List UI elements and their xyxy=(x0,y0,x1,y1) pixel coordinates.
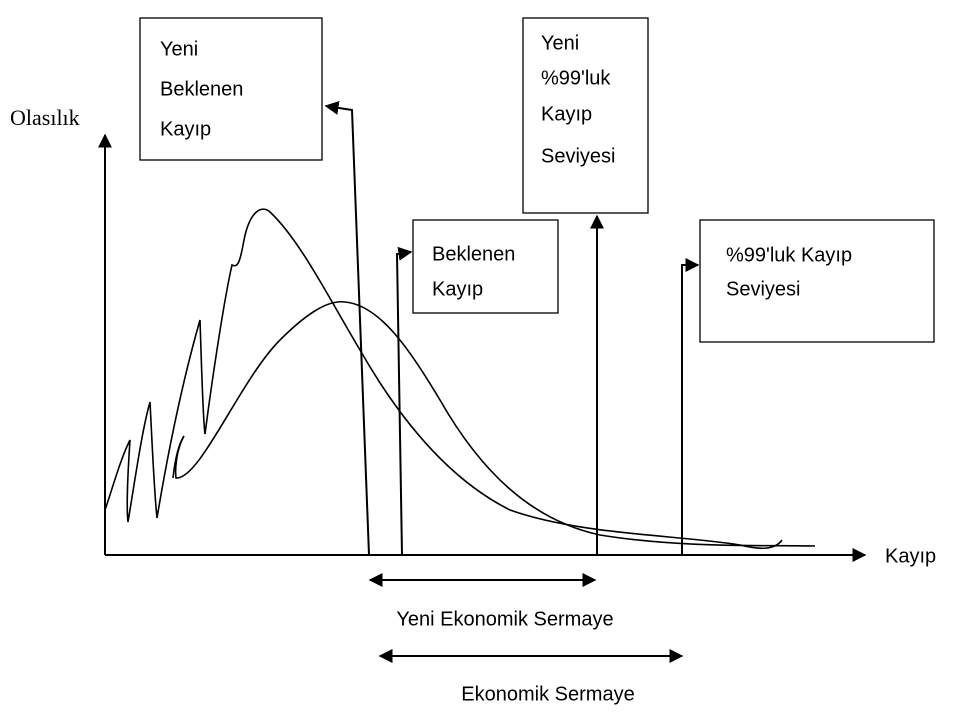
pointer-arrow xyxy=(324,100,370,556)
box-text: Kayıp xyxy=(160,118,211,140)
box-text: Beklenen xyxy=(160,78,243,100)
box-text: %99'luk Kayıp xyxy=(726,244,852,266)
new-distribution-curve xyxy=(104,208,783,550)
distribution-curve xyxy=(172,300,816,547)
box-text: Seviyesi xyxy=(726,278,800,300)
box xyxy=(139,17,323,161)
box-text: Yeni xyxy=(160,38,198,60)
pointer-arrow xyxy=(395,246,413,556)
box-text: Beklenen xyxy=(432,243,515,265)
span-label: Ekonomik Sermaye xyxy=(461,683,634,705)
box-text: Yeni xyxy=(541,32,579,54)
box xyxy=(699,219,935,343)
pointer-arrow xyxy=(681,258,700,555)
y-axis-label: Olasılık xyxy=(10,105,80,130)
box-text: Kayıp xyxy=(432,278,483,300)
box-text: Seviyesi xyxy=(541,145,615,167)
x-axis-label: Kayıp xyxy=(885,545,936,567)
box-text: %99'luk xyxy=(541,67,611,89)
span-label: Yeni Ekonomik Sermaye xyxy=(396,608,613,630)
box xyxy=(412,219,559,314)
box xyxy=(522,17,649,214)
box-text: Kayıp xyxy=(541,103,592,125)
